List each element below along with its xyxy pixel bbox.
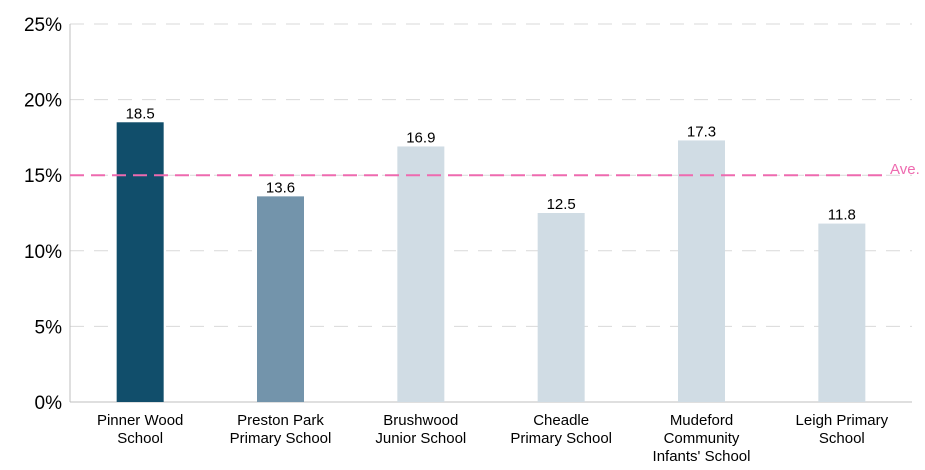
bar-value-label: 11.8: [828, 207, 856, 224]
bar-value-label: 12.5: [547, 196, 576, 213]
x-category-label: Pinner Wood School: [97, 412, 183, 447]
x-category-label-line: Community: [664, 430, 740, 447]
y-tick-label: 15%: [24, 166, 62, 187]
bar-value-label: 16.9: [406, 129, 435, 146]
y-tick-label: 0%: [35, 393, 63, 414]
x-category-label: Preston Park Primary School: [230, 412, 332, 447]
x-category-label-line: Cheadle: [533, 412, 589, 429]
x-category-label-line: Infants' School: [653, 448, 751, 465]
bar-value-label: 13.6: [266, 179, 295, 196]
y-tick-label: 20%: [24, 91, 62, 112]
bar: [116, 122, 164, 402]
x-category-label: Cheadle Primary School: [510, 412, 612, 447]
x-category-label-line: Junior School: [375, 430, 466, 447]
bar: [678, 140, 725, 402]
x-category-label: Brushwood Junior School: [375, 412, 466, 447]
y-tick-label: 5%: [35, 317, 63, 338]
x-category-label-line: School: [819, 430, 865, 447]
bar: [537, 213, 585, 402]
bar: [257, 196, 304, 402]
bar: [818, 223, 866, 402]
bar-value-label: 18.5: [126, 105, 155, 122]
x-category-label-line: Preston Park: [237, 412, 324, 429]
x-category-label-line: Primary School: [230, 430, 332, 447]
x-category-label-line: Primary School: [510, 430, 612, 447]
x-category-label-line: Pinner Wood: [97, 412, 183, 429]
y-tick-label: 25%: [24, 15, 62, 36]
bar-value-label: 17.3: [687, 123, 716, 140]
bars: [116, 122, 866, 402]
x-category-label-line: Brushwood: [383, 412, 458, 429]
average-label: Ave.: [890, 161, 920, 178]
x-category-label-line: Mudeford: [670, 412, 733, 429]
bar: [397, 146, 445, 402]
x-category-label: Mudeford Community Infants' School: [653, 412, 751, 465]
bar-value-labels: 18.5 13.6 16.9 12.5 17.3 11.8: [126, 105, 856, 223]
x-category-label-line: School: [117, 430, 163, 447]
y-tick-label: 10%: [24, 242, 62, 263]
x-category-label: Leigh Primary School: [796, 412, 889, 447]
y-axis-tick-labels: 0% 5% 10% 15% 20% 25%: [24, 15, 62, 414]
x-category-label-line: Leigh Primary: [796, 412, 889, 429]
